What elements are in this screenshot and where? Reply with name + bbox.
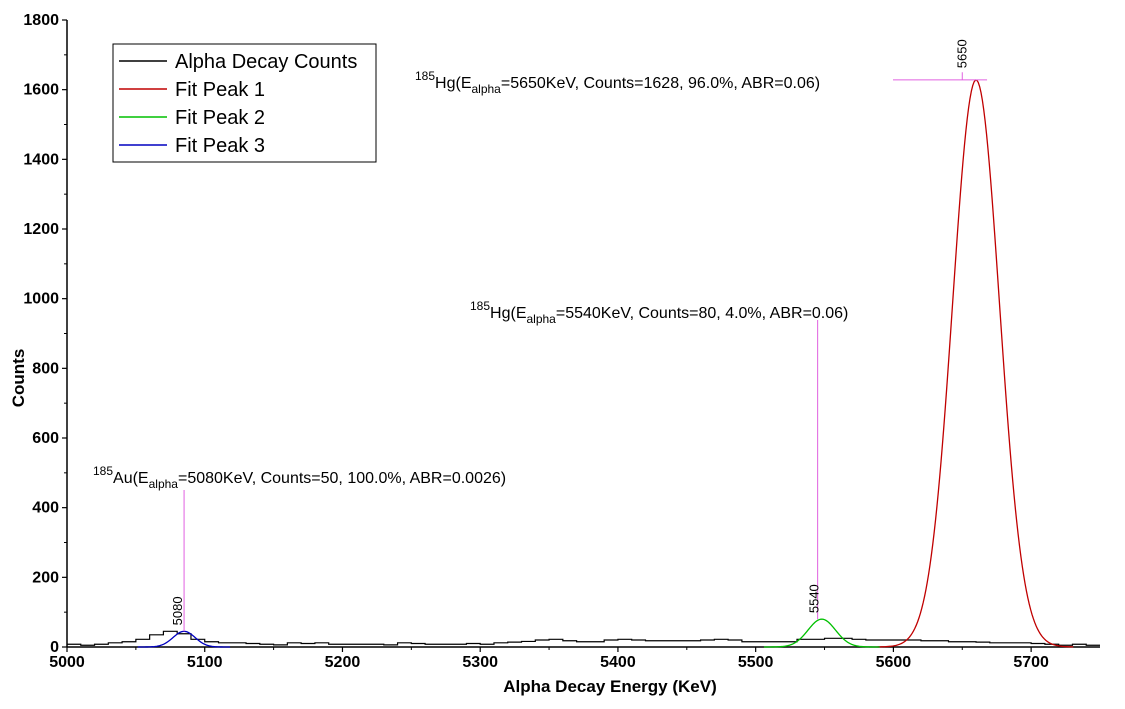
x-axis-title: Alpha Decay Energy (KeV)	[503, 677, 717, 696]
y-tick-label: 1400	[23, 151, 59, 168]
peak-position-label: 5540	[807, 584, 822, 613]
peak-annotation: 185Hg(Ealpha=5540KeV, Counts=80, 4.0%, A…	[470, 299, 848, 326]
y-axis-title: Counts	[9, 349, 28, 408]
x-tick-label: 5700	[1013, 654, 1049, 671]
y-tick-label: 400	[32, 500, 59, 517]
y-tick-label: 0	[50, 639, 59, 656]
peak-annotation: 185Au(Ealpha=5080KeV, Counts=50, 100.0%,…	[93, 464, 506, 491]
legend-entry-label: Alpha Decay Counts	[175, 51, 357, 73]
legend-entry-label: Fit Peak 3	[175, 135, 265, 157]
peak-position-label: 5650	[954, 39, 969, 68]
peak-annotation: 185Hg(Ealpha=5650KeV, Counts=1628, 96.0%…	[415, 69, 820, 96]
x-tick-label: 5400	[600, 654, 636, 671]
x-tick-label: 5600	[876, 654, 912, 671]
y-tick-label: 800	[32, 360, 59, 377]
series-fit-peak-3	[137, 630, 231, 648]
series-alpha-decay-counts	[67, 630, 1100, 646]
x-tick-label: 5100	[187, 654, 223, 671]
x-tick-label: 5300	[462, 654, 498, 671]
x-tick-label: 5200	[325, 654, 361, 671]
y-tick-label: 600	[32, 430, 59, 447]
y-tick-label: 1800	[23, 12, 59, 29]
x-axis: 5000 5100 5200 5300 5400 5500 5600 5700	[49, 646, 1100, 671]
y-tick-label: 200	[32, 569, 59, 586]
series-fit-peak-1	[877, 79, 1074, 648]
annotation-layer: 5650 5540 5080 185Hg(Ealpha=5650KeV, Counts…	[93, 39, 988, 632]
y-tick-label: 1200	[23, 221, 59, 238]
x-tick-label: 5000	[49, 654, 85, 671]
y-axis: 0 200 400 600 800 1000 1200 1400 1600 1800	[23, 12, 68, 656]
peak-position-label: 5080	[170, 596, 185, 625]
x-tick-label: 5500	[738, 654, 774, 671]
series-fit-peak-2	[763, 618, 880, 648]
legend-entry-label: Fit Peak 1	[175, 79, 265, 101]
series-layer	[67, 79, 1100, 648]
legend: Alpha Decay Counts Fit Peak 1 Fit Peak 2 Fi…	[112, 43, 377, 163]
legend-entry-label: Fit Peak 2	[175, 107, 265, 129]
y-tick-label: 1000	[23, 291, 59, 308]
y-tick-label: 1600	[23, 82, 59, 99]
legend-box	[112, 43, 377, 163]
